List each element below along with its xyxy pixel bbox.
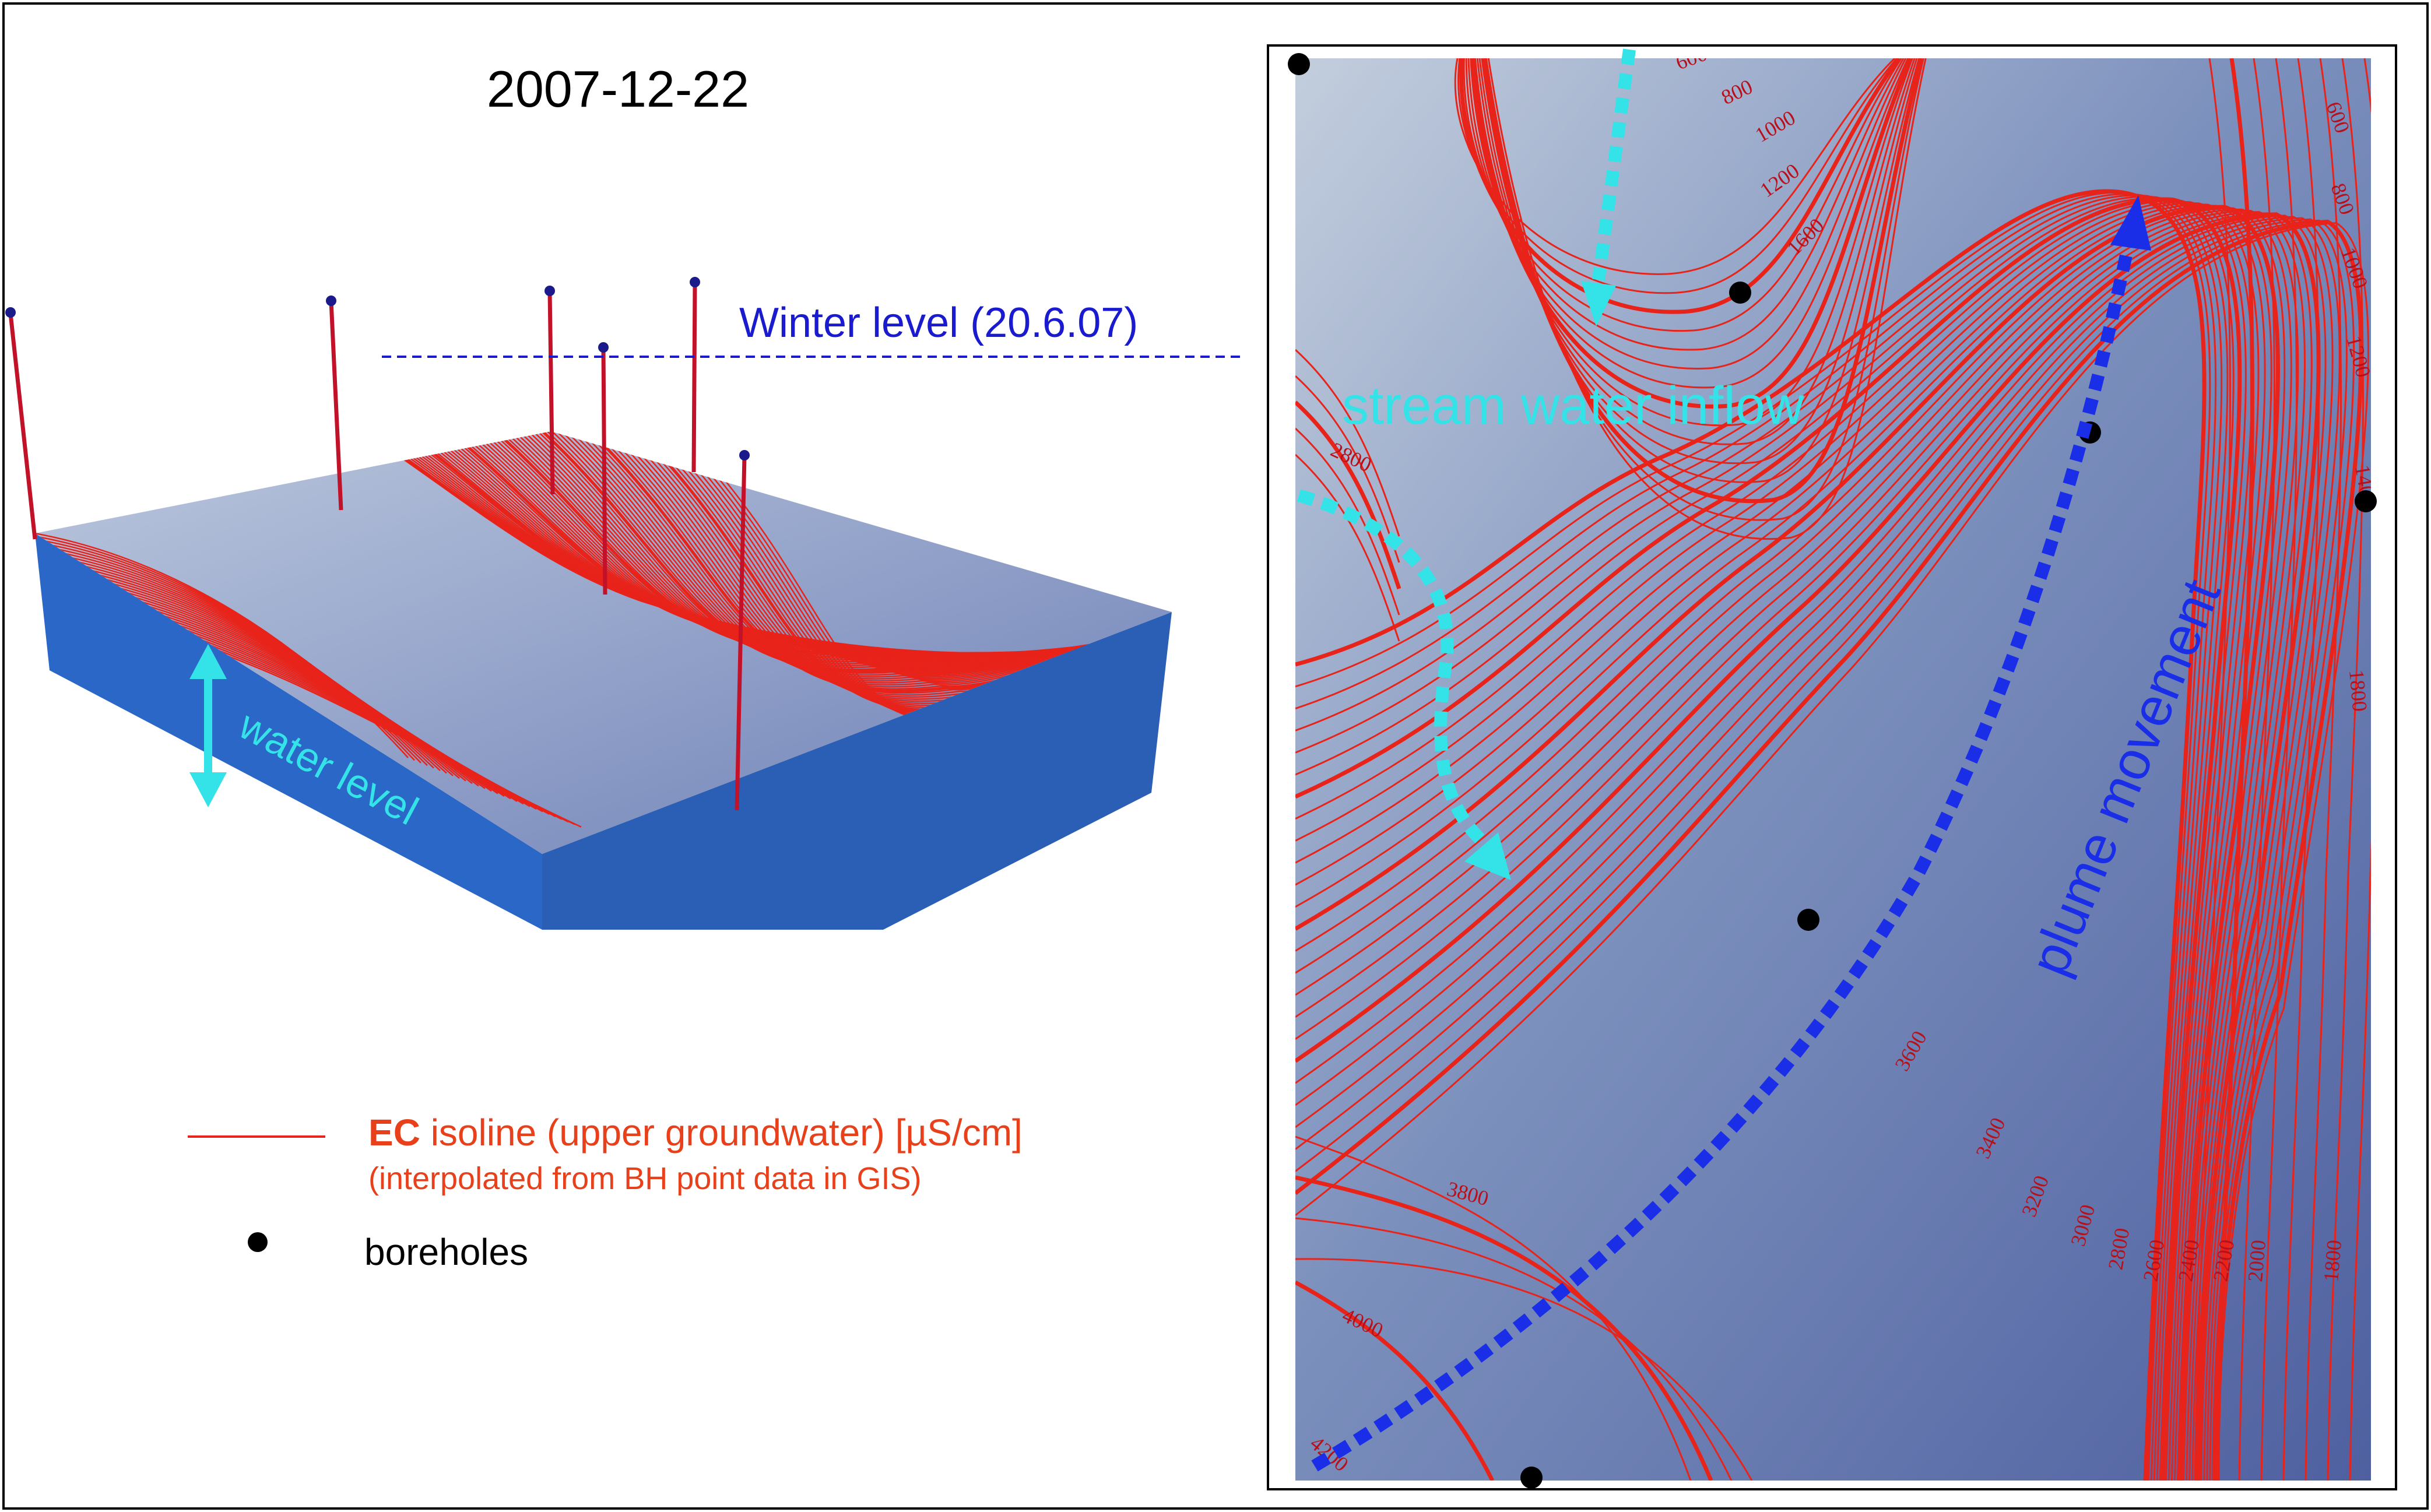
map-isolines [1295,58,2371,1481]
map-isoline [1295,209,2299,1481]
map-isoline [1295,1280,1495,1481]
map-borehole [1288,53,1310,75]
map-isoline [2304,58,2342,1481]
map-isoline [2215,58,2254,1481]
map-isoline [1295,1217,1733,1481]
borehole-cap [598,342,609,353]
map-isoline [1295,218,2348,1481]
aquifer-block [35,431,1172,930]
map-isoline [1295,219,2363,1481]
stream-inflow-arrows [1297,48,1636,850]
map-isoline [1476,58,1916,445]
map-isoline [1474,58,1913,427]
map-borehole [2355,490,2377,512]
map-isoline [1295,1175,1713,1481]
map-isoline [2238,58,2275,1481]
contour-label: 1800 [2319,1239,2346,1282]
map-borehole [1797,909,1819,931]
borehole-pole [329,301,343,511]
contour-label: 1800 [2345,669,2372,712]
borehole-cap [690,277,700,287]
borehole-caps [5,277,750,460]
map-isoline [1454,58,1896,275]
borehole-cap [5,307,16,318]
stream-arrow-west-head [1464,832,1511,880]
contour-label: 2000 [2243,1239,2270,1282]
map-isoline [1295,1258,1753,1481]
map-isoline [1295,208,2292,1481]
map-isoline [1467,58,1907,370]
map-isoline [1295,215,2327,1481]
stream-arrow-west-shaft [1297,489,1491,850]
block-front-left-face [35,533,542,930]
plume-arrow-shaft [1311,231,2137,1472]
map-isoline [1295,207,2286,1481]
map-isoline [2282,58,2320,1481]
legend-boreholes-label: boreholes [364,1231,528,1273]
borehole-pole [691,282,697,473]
map-isoline [1295,400,1401,590]
legend-ec-bold: EC [368,1112,420,1154]
right-panel: 6008001000120016006008001000120014001800… [1267,44,2397,1490]
map-isoline [1295,211,2306,1481]
map-borehole [1520,1467,1543,1489]
map-isoline [1295,453,1400,642]
map-isoline [1459,58,1901,314]
borehole-pole [601,347,607,595]
borehole-cap [544,286,555,296]
winter-level-label: Winter level (20.6.07) [739,300,1138,346]
stream-arrow-north-head [1581,281,1616,326]
legend-ec-text: EC isoline (upper groundwater) [µS/cm] [368,1112,1023,1154]
stream-inflow-label: stream water inflow [1342,376,1804,435]
date-title: 2007-12-22 [487,60,749,118]
legend-ec-note: (interpolated from BH point data in GIS) [368,1161,921,1196]
map-isoline [1465,58,1905,351]
borehole-pole [735,455,747,811]
borehole-cap [739,450,750,460]
map-isoline [2194,58,2231,1481]
surface-isoline [173,637,582,828]
map-isoline [1485,58,1924,521]
borehole-poles [8,282,747,811]
map-isoline [1295,216,2334,1481]
map-isoline [1295,1135,1692,1481]
block-front-right-face [542,612,1172,930]
map-isoline [2260,58,2297,1481]
water-level-arrow [189,644,227,807]
legend-borehole-dot [248,1232,268,1252]
legend: EC isoline (upper groundwater) [µS/cm] (… [188,1112,1023,1273]
plume-arrow-head [2110,195,2151,251]
legend-ec-rest: isoline (upper groundwater) [µS/cm] [420,1112,1023,1154]
borehole-pole [547,291,555,495]
map-isoline [1295,221,2369,1481]
map-boreholes [1288,53,2377,1489]
map-isoline [1295,349,1400,537]
map-isoline [1295,217,2341,1481]
borehole-pole [8,313,37,540]
map-isoline [2327,58,2364,1481]
map-isoline [2349,58,2371,1481]
map-borehole [1729,282,1751,304]
groundwater-surface [35,431,1172,854]
map-isoline [1463,58,1902,332]
map-isoline [1471,58,1912,409]
borehole-cap [326,296,336,306]
stream-arrow-north-shaft [1592,48,1636,281]
